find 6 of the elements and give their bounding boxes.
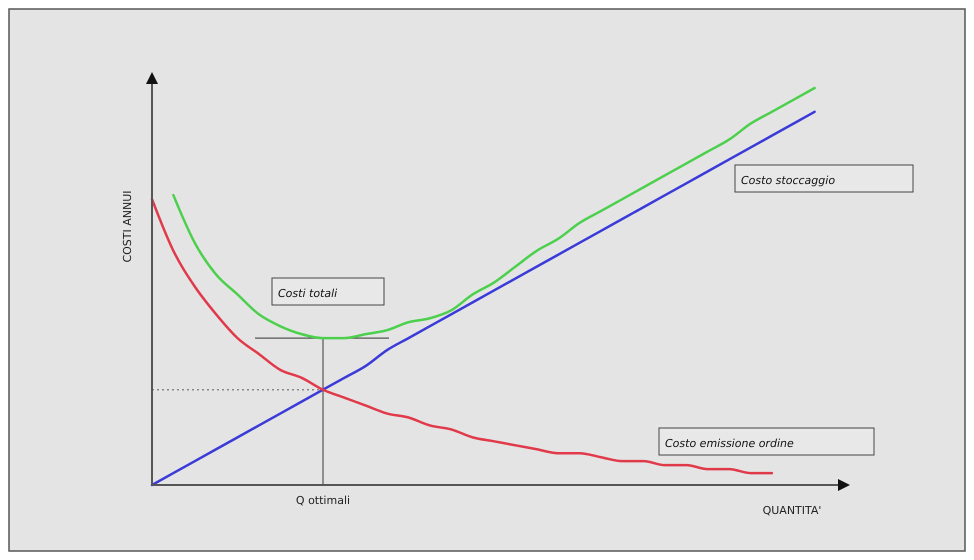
series-label: Costo stoccaggio bbox=[741, 174, 836, 187]
text: Costi totali bbox=[278, 287, 338, 300]
x-axis-title: QUANTITA' bbox=[762, 504, 822, 517]
text: Q ottimali bbox=[296, 494, 350, 507]
series-label: Costo emissione ordine bbox=[665, 437, 794, 450]
y-axis-title: COSTI ANNUI bbox=[121, 190, 134, 263]
